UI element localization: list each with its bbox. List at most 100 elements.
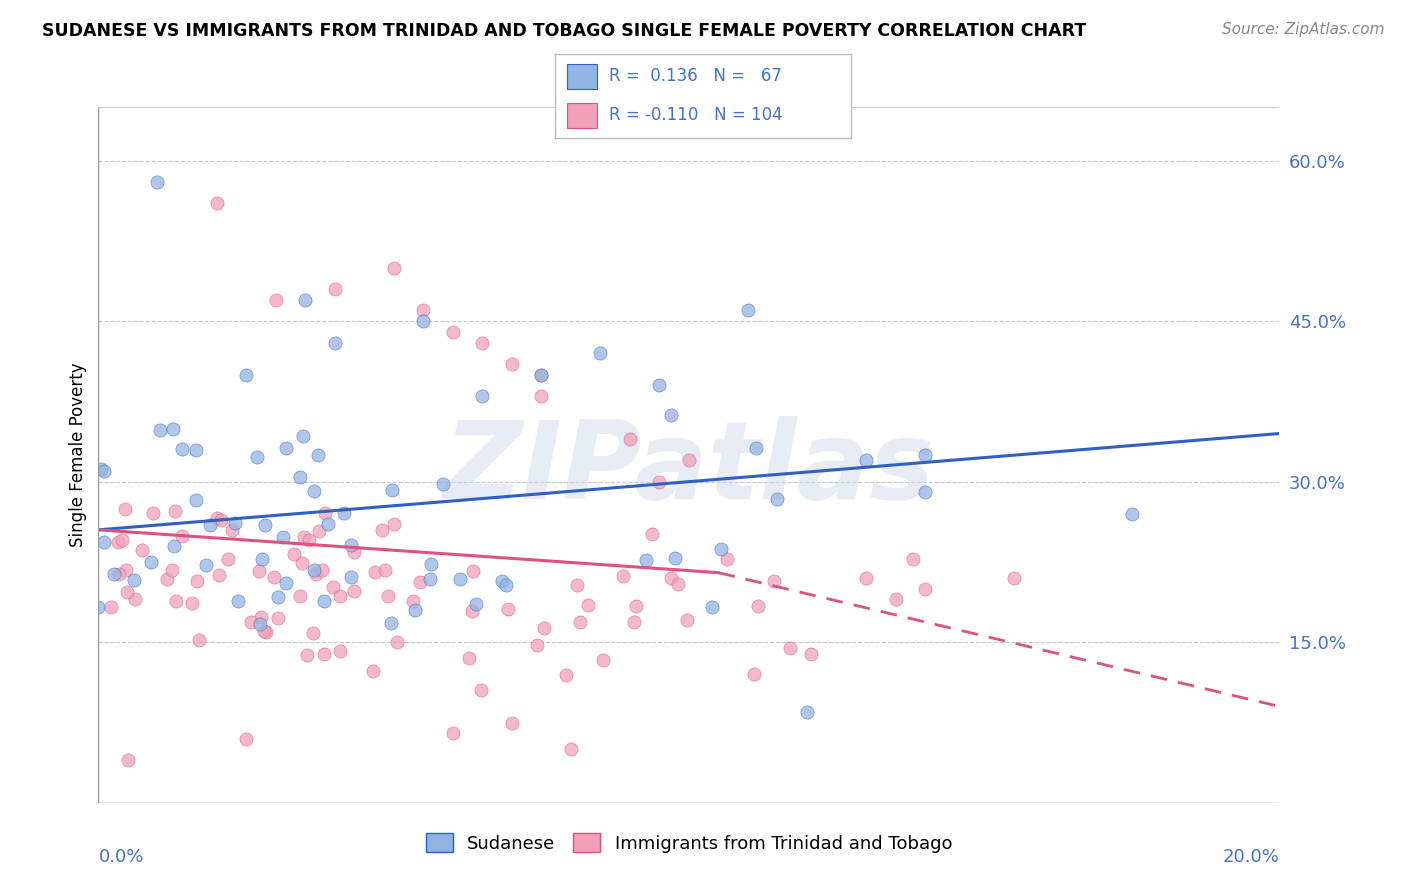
Point	[308, 448, 330, 462]
Point	[495, 578, 517, 592]
Point	[155, 572, 177, 586]
Point	[343, 545, 366, 559]
Point	[636, 552, 658, 566]
Point	[87, 600, 110, 615]
Point	[501, 357, 523, 371]
Point	[246, 450, 269, 465]
Point	[305, 567, 328, 582]
Point	[361, 664, 384, 678]
Point	[555, 668, 578, 682]
Point	[322, 580, 344, 594]
Point	[308, 524, 330, 538]
Text: R = -0.110   N = 104: R = -0.110 N = 104	[609, 106, 782, 124]
Point	[377, 589, 399, 603]
Point	[291, 556, 314, 570]
Point	[914, 582, 936, 596]
Point	[288, 470, 311, 484]
Text: ZIPatlas: ZIPatlas	[443, 416, 935, 522]
Point	[565, 578, 588, 592]
Point	[122, 573, 145, 587]
Point	[402, 594, 425, 608]
Point	[648, 378, 671, 392]
Point	[162, 422, 184, 436]
Point	[323, 335, 346, 350]
Point	[763, 574, 786, 588]
Text: R =  0.136   N =   67: R = 0.136 N = 67	[609, 68, 782, 86]
Point	[195, 558, 218, 572]
Point	[224, 516, 246, 530]
Point	[568, 615, 591, 629]
Point	[93, 465, 115, 479]
Point	[294, 293, 316, 307]
Point	[314, 506, 336, 520]
Point	[198, 517, 221, 532]
Point	[186, 574, 208, 588]
Point	[623, 615, 645, 630]
Point	[117, 584, 139, 599]
Point	[250, 610, 273, 624]
Point	[901, 551, 924, 566]
Point	[800, 647, 823, 661]
Point	[115, 563, 138, 577]
Point	[329, 589, 352, 603]
Point	[263, 570, 285, 584]
Point	[382, 260, 405, 275]
Point	[710, 542, 733, 557]
Point	[240, 615, 263, 629]
Point	[470, 683, 492, 698]
Point	[264, 293, 287, 307]
Point	[560, 742, 582, 756]
Point	[380, 615, 402, 630]
Point	[576, 598, 599, 612]
Point	[412, 303, 434, 318]
Point	[316, 517, 339, 532]
Point	[124, 591, 146, 606]
Point	[342, 583, 364, 598]
Point	[641, 526, 664, 541]
Point	[624, 599, 647, 613]
Point	[271, 530, 294, 544]
Point	[235, 368, 257, 382]
Bar	[567, 103, 596, 128]
Point	[235, 731, 257, 746]
Point	[221, 523, 243, 537]
Point	[100, 600, 122, 615]
Point	[93, 535, 115, 549]
Point	[884, 592, 907, 607]
Point	[648, 475, 671, 489]
Point	[914, 485, 936, 500]
Point	[323, 282, 346, 296]
Point	[765, 492, 787, 507]
Point	[217, 551, 239, 566]
Point	[676, 613, 699, 627]
Point	[737, 303, 759, 318]
Point	[419, 557, 441, 571]
Point	[146, 175, 169, 189]
Point	[302, 626, 325, 640]
Point	[747, 599, 769, 613]
Point	[274, 441, 297, 455]
Point	[526, 638, 548, 652]
Point	[461, 604, 484, 618]
Point	[207, 511, 229, 525]
Point	[1121, 507, 1143, 521]
Text: SUDANESE VS IMMIGRANTS FROM TRINIDAD AND TOBAGO SINGLE FEMALE POVERTY CORRELATIO: SUDANESE VS IMMIGRANTS FROM TRINIDAD AND…	[42, 22, 1087, 40]
Point	[664, 551, 686, 566]
Point	[855, 571, 877, 585]
Point	[149, 423, 172, 437]
Point	[283, 547, 305, 561]
Point	[141, 556, 163, 570]
Point	[226, 593, 249, 607]
Point	[253, 624, 276, 639]
Point	[471, 335, 494, 350]
Point	[314, 647, 336, 661]
Point	[180, 596, 202, 610]
Point	[297, 648, 319, 663]
Point	[114, 502, 136, 516]
Point	[302, 483, 325, 498]
Text: Source: ZipAtlas.com: Source: ZipAtlas.com	[1222, 22, 1385, 37]
Point	[471, 389, 494, 403]
Point	[250, 552, 273, 566]
Point	[530, 368, 553, 382]
Point	[274, 575, 297, 590]
